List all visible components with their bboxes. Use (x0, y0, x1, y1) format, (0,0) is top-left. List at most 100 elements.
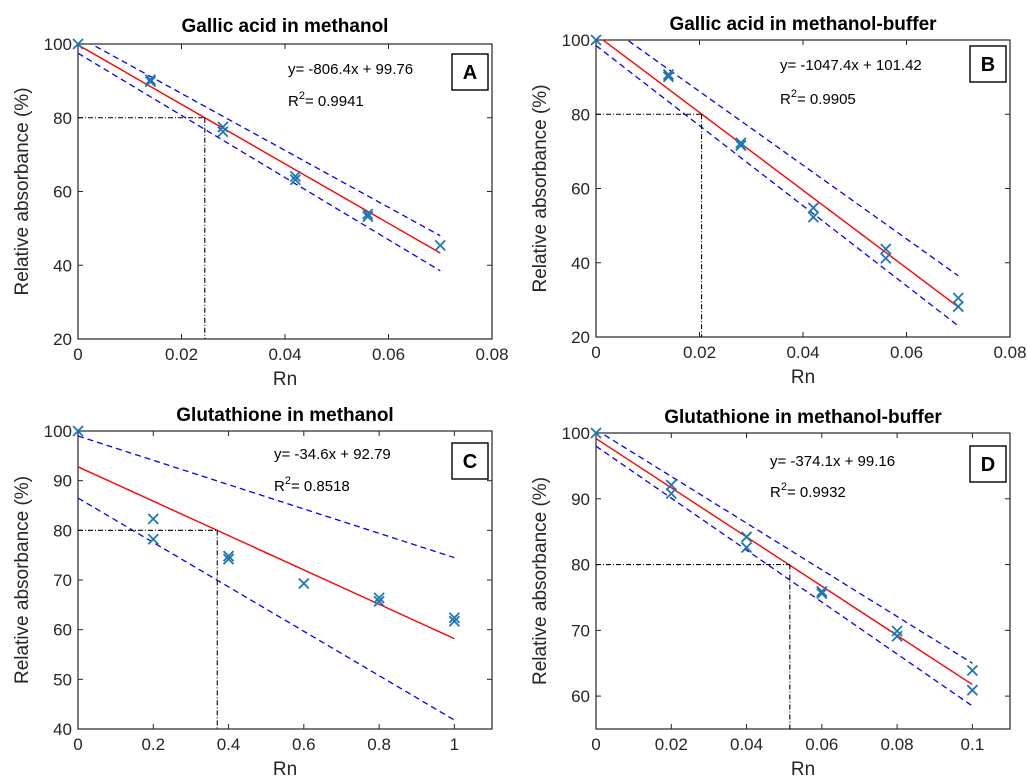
data-point (816, 587, 828, 600)
panel-letter: D (981, 454, 995, 476)
panel-letter: B (981, 54, 995, 76)
data-point (740, 531, 753, 543)
y-tick-label: 60 (53, 183, 72, 202)
data-point (362, 208, 374, 220)
x-tick-label: 0 (591, 343, 600, 362)
data-point (735, 139, 747, 152)
data-point (665, 487, 677, 500)
panel-letter: C (463, 451, 477, 473)
x-tick-label: 1 (450, 735, 459, 754)
y-tick-label: 80 (53, 521, 72, 540)
x-tick-label: 0.02 (655, 735, 688, 754)
panel-b: Gallic acid in methanol-buffer 0 0.02 0.04 0… (530, 14, 1027, 388)
y-tick-label: 80 (53, 109, 72, 128)
x-tick-label: 0.02 (165, 345, 198, 364)
chart-title: Gallic acid in methanol-buffer (669, 14, 937, 35)
r-squared-text: R2= 0.8518 (274, 475, 350, 495)
x-axis-label: Rn (273, 369, 297, 390)
y-tick-label: 40 (571, 254, 590, 273)
x-tick-label: 0.04 (730, 735, 763, 754)
data-point (966, 664, 979, 677)
r-squared-superscript: 2 (791, 88, 797, 100)
data-point (362, 210, 374, 223)
chart-title: Glutathione in methanol-buffer (664, 407, 942, 428)
panel-letter-box (451, 53, 489, 91)
x-tick-label: 0.08 (475, 345, 508, 364)
fit-line (78, 44, 441, 254)
data-point (448, 615, 461, 627)
data-point (735, 137, 747, 149)
x-tick-label: 0.06 (372, 345, 405, 364)
plot-frame (595, 39, 1011, 338)
band-lower-line (596, 45, 959, 327)
data-point (217, 126, 229, 138)
data-point (147, 533, 159, 545)
panel-letter-box (969, 45, 1007, 83)
data-point (222, 553, 235, 565)
x-tick-label: 0.04 (268, 345, 301, 364)
data-point (816, 585, 828, 598)
r-squared-text: R2= 0.9905 (780, 88, 856, 108)
band-lower-line (78, 497, 455, 721)
panel-a: Gallic acid in methanol 0 0.02 0.04 0.06 0.08… (12, 16, 509, 390)
y-axis-label: Relative absorbance (%) (12, 476, 33, 684)
data-point (952, 292, 964, 304)
data-point (72, 425, 84, 437)
y-tick-label: 60 (571, 180, 590, 199)
y-tick-label: 20 (53, 330, 72, 349)
y-axis-label: Relative absorbance (%) (530, 84, 551, 292)
data-point (665, 479, 677, 491)
y-tick-label: 20 (571, 328, 590, 347)
data-point (289, 174, 301, 186)
x-tick-label: 0 (591, 735, 600, 754)
data-point (434, 239, 446, 251)
r-squared-text: R2= 0.9941 (288, 90, 364, 110)
data-point (590, 427, 602, 439)
regression-equation: y= -374.1x + 99.16 (770, 453, 895, 470)
band-upper-line (600, 433, 973, 664)
x-tick-label: 0.08 (881, 735, 914, 754)
x-tick-label: 0 (73, 345, 82, 364)
r-squared-superscript: 2 (285, 475, 291, 487)
panel-letter-box (969, 445, 1007, 483)
x-tick-label: 0.04 (786, 343, 819, 362)
regression-equation: y= -806.4x + 99.76 (288, 61, 413, 78)
data-point (952, 300, 964, 313)
data-point (891, 625, 903, 637)
x-tick-label: 0.6 (292, 735, 316, 754)
data-point (740, 541, 753, 554)
r-squared-value: = 0.9932 (787, 484, 846, 501)
fit-line (596, 437, 973, 686)
x-axis-label: Rn (791, 759, 815, 780)
data-point (662, 71, 675, 83)
y-tick-label: 100 (44, 35, 72, 54)
y-axis-label: Relative absorbance (%) (12, 87, 33, 295)
data-point (289, 170, 301, 183)
x-tick-label: 0.1 (961, 735, 985, 754)
y-tick-label: 100 (44, 422, 72, 441)
r-squared-value: = 0.8518 (291, 478, 350, 495)
y-tick-label: 80 (571, 556, 590, 575)
x-tick-label: 0.08 (993, 343, 1026, 362)
x-tick-label: 0.8 (367, 735, 391, 754)
fit-line (601, 40, 959, 308)
x-axis-label: Rn (273, 759, 297, 780)
band-lower-line (78, 52, 441, 272)
y-axis-label: Relative absorbance (%) (530, 477, 551, 685)
y-tick-label: 90 (53, 472, 72, 491)
data-point (880, 243, 892, 255)
data-point (373, 595, 385, 607)
regression-equation: y= -1047.4x + 101.42 (780, 57, 922, 74)
y-tick-label: 60 (53, 621, 72, 640)
r-squared-value: = 0.9941 (305, 93, 364, 110)
y-tick-label: 50 (53, 670, 72, 689)
fit-line (78, 466, 455, 640)
data-point (373, 592, 385, 604)
data-point (966, 684, 979, 696)
panel-d: Glutathione in methanol-buffer 0 0.02 0.04 0… (530, 407, 1011, 780)
y-tick-label: 60 (571, 687, 590, 706)
x-tick-label: 0.02 (683, 343, 716, 362)
x-tick-label: 0 (73, 735, 82, 754)
data-point (807, 202, 819, 214)
